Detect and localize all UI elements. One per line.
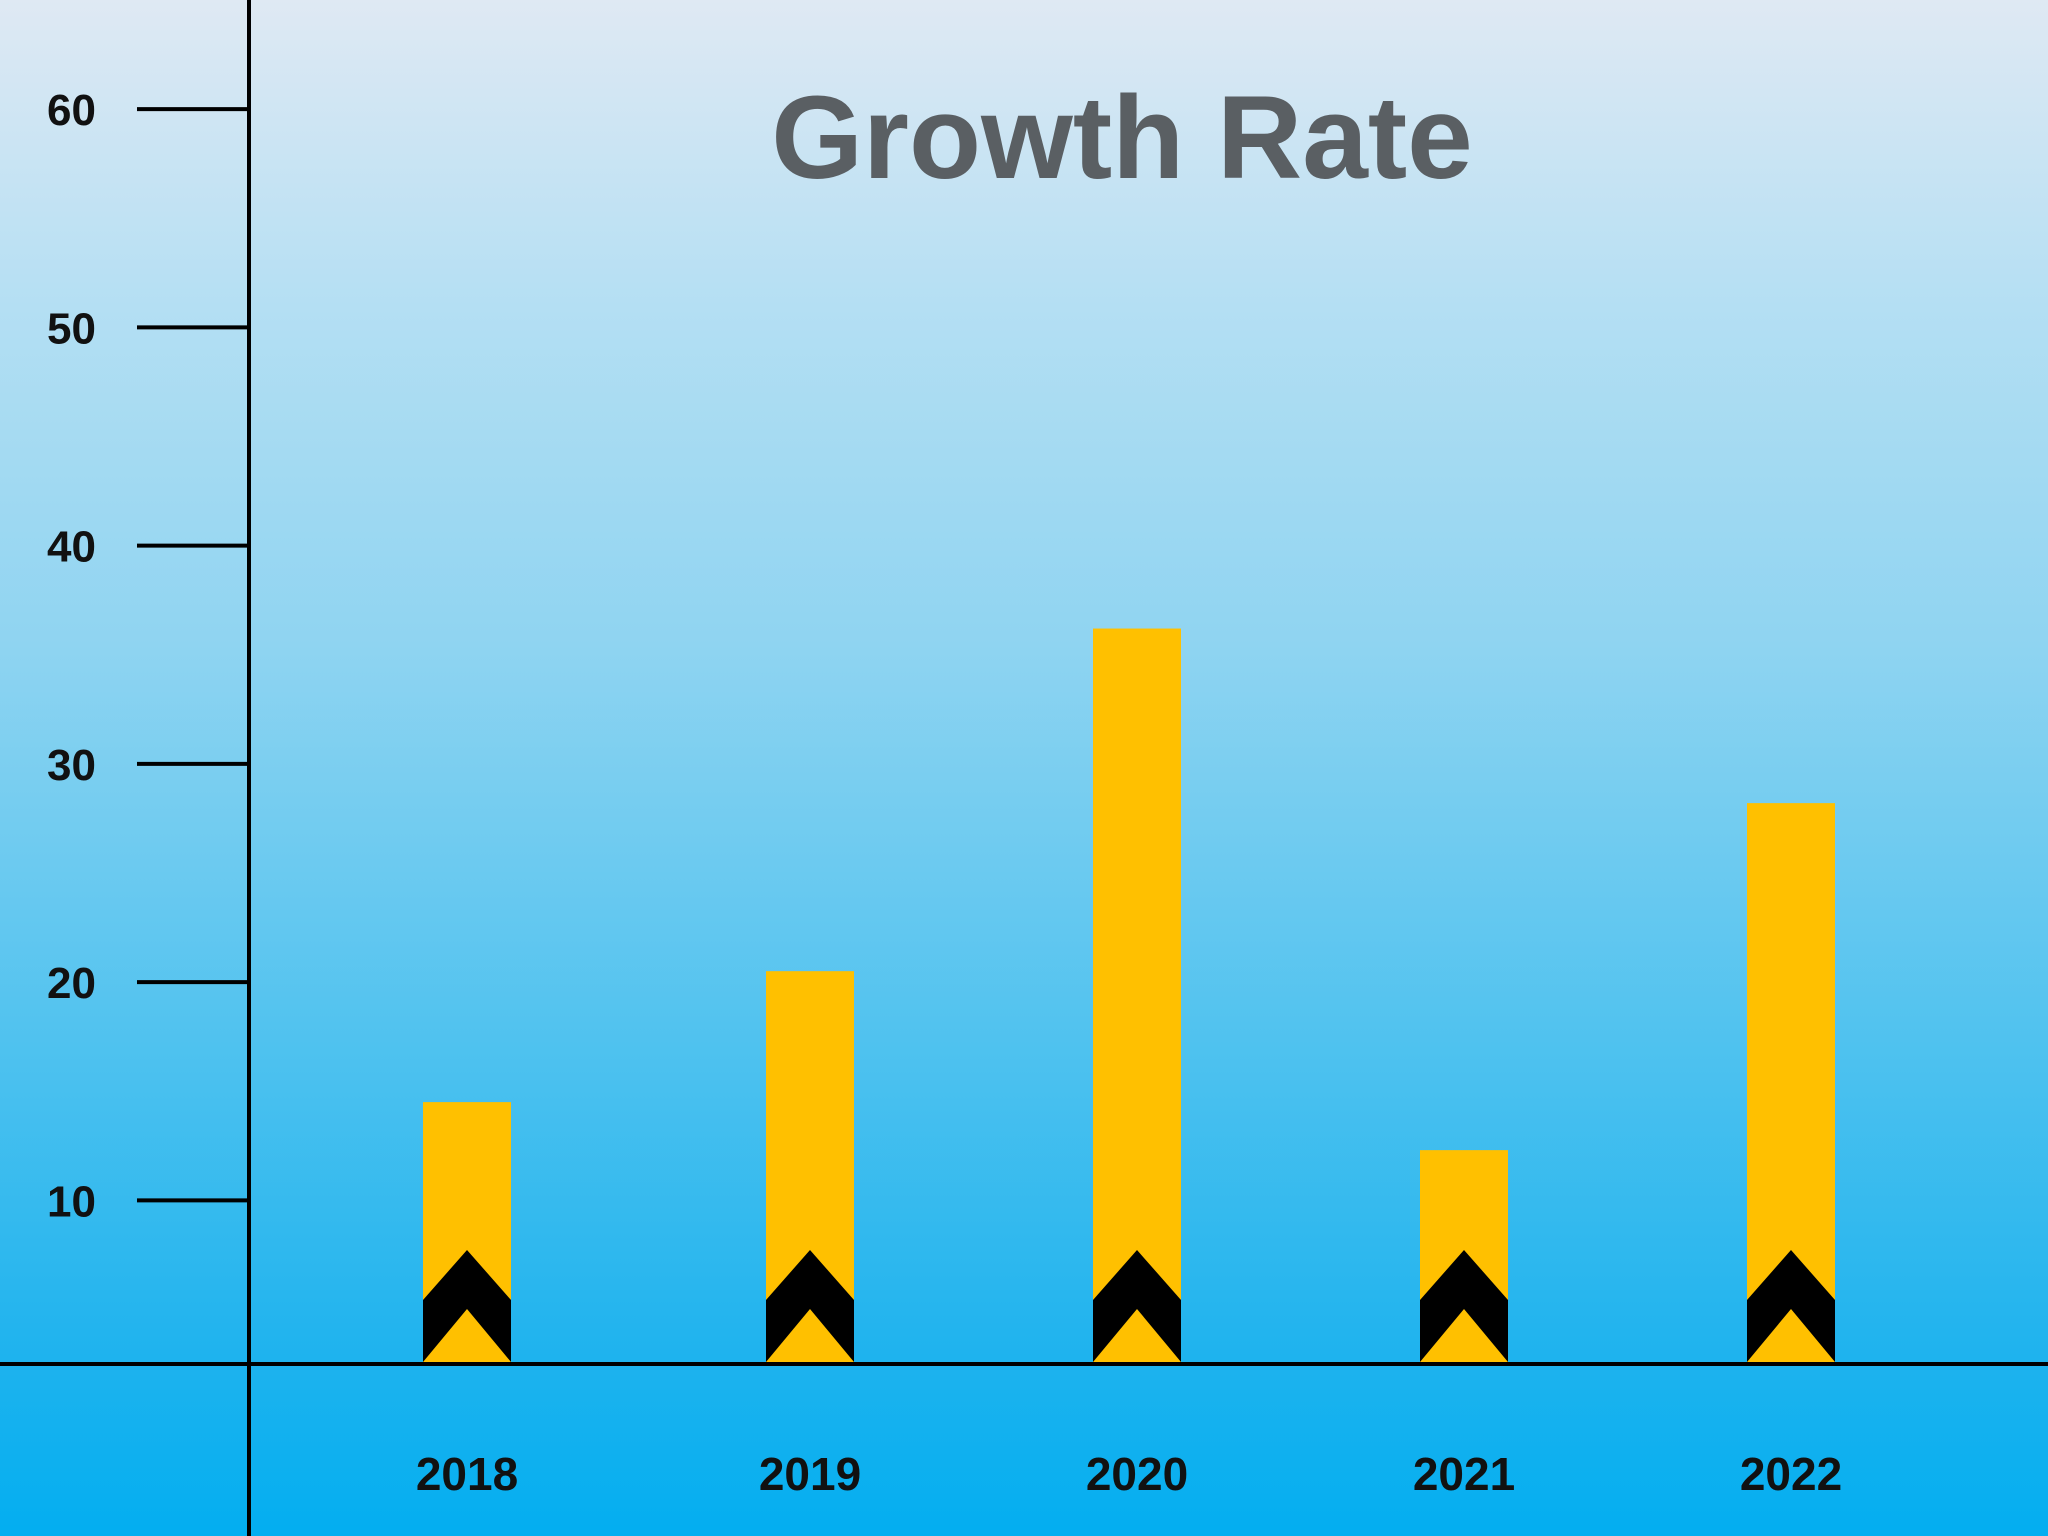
y-tick-label: 60 [47,86,96,135]
x-axis-labels: 2018 2019 2020 2021 2022 [416,1448,1842,1500]
y-tick-label: 20 [47,959,96,1008]
y-tick-label: 10 [47,1177,96,1226]
double-chevron-up-icon [423,1250,511,1362]
y-tick-label: 50 [47,304,96,353]
x-tick-label: 2021 [1413,1448,1515,1500]
x-tick-label: 2020 [1086,1448,1188,1500]
bar [1093,628,1181,1364]
y-axis-ticks: 10 20 30 40 50 60 [47,86,249,1226]
x-tick-label: 2018 [416,1448,518,1500]
x-tick-label: 2019 [759,1448,861,1500]
y-tick-label: 40 [47,523,96,572]
double-chevron-up-icon [1093,1250,1181,1362]
y-tick-label: 30 [47,741,96,790]
double-chevron-up-icon [766,1250,854,1362]
chart-title: Growth Rate [771,72,1473,204]
x-tick-label: 2022 [1740,1448,1842,1500]
bars-group [423,628,1835,1364]
double-chevron-up-icon [1747,1250,1835,1362]
double-chevron-up-icon [1420,1250,1508,1362]
